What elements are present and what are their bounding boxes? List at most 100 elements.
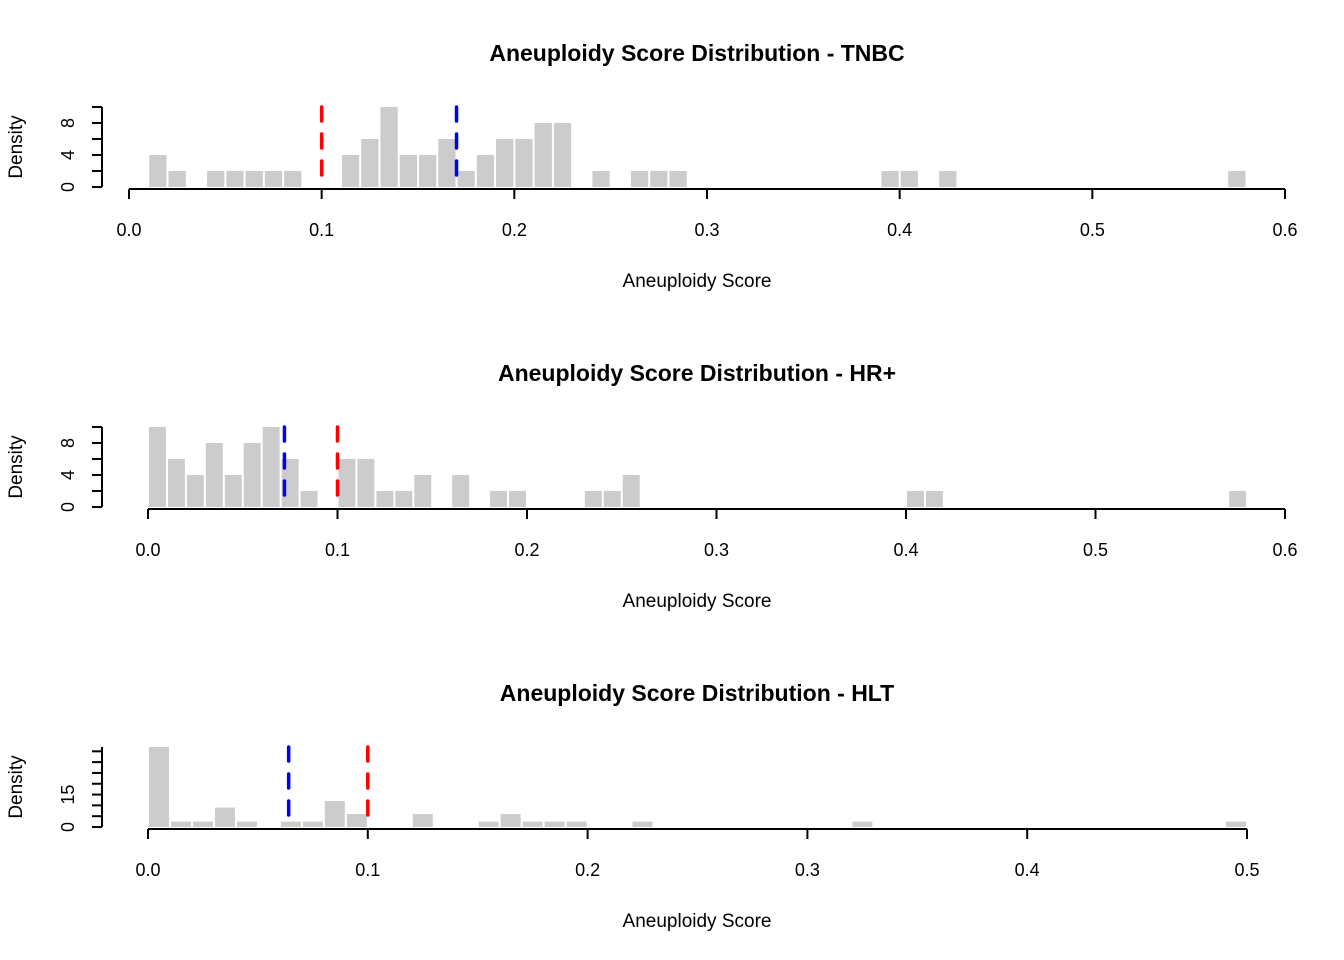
histogram-bar [476, 155, 495, 187]
histogram-bar [149, 427, 166, 507]
histogram-bar [534, 123, 552, 187]
histogram-bar [939, 171, 957, 187]
y-tick-label: 8 [58, 118, 78, 128]
histogram-bar [478, 821, 499, 827]
x-tick-label: 0.5 [1083, 540, 1108, 560]
histogram-bar [205, 443, 223, 507]
x-tick-label: 0.0 [135, 860, 160, 880]
histogram-bar [414, 475, 432, 507]
histogram-bar [324, 801, 345, 827]
histogram-bar [632, 821, 653, 827]
histogram-bar [1228, 171, 1246, 187]
chart-title: Aneuploidy Score Distribution - HLT [500, 680, 894, 706]
y-tick-label: 0 [58, 822, 78, 832]
panel-hr-plus: Aneuploidy Score Distribution - HR+ 0.0 0… [6, 360, 1298, 612]
histogram-bar [338, 459, 356, 507]
histogram-bar [399, 155, 417, 187]
y-axis-label: Density [6, 115, 27, 179]
histogram-bar [186, 475, 204, 507]
histogram-bar [566, 821, 587, 827]
histogram-bar [341, 155, 360, 187]
histogram-bar [302, 821, 323, 827]
histogram-bar [149, 155, 167, 187]
histogram-bar [544, 821, 565, 827]
histogram-bar [457, 171, 475, 187]
histogram-bar [515, 139, 533, 187]
x-axis-label: Aneuploidy Score [623, 591, 772, 612]
plot-area: 0.0 0.1 0.2 0.3 0.4 0.5 0.6 0 4 8 [58, 105, 1298, 240]
x-tick-label: 0.5 [1234, 860, 1259, 880]
histogram-bar [361, 139, 379, 187]
x-axis-label: Aneuploidy Score [623, 911, 772, 932]
x-tick-label: 0.3 [694, 220, 719, 240]
panel-tnbc: Aneuploidy Score Distribution - TNBC 0.0… [6, 40, 1298, 292]
histogram-bar [630, 171, 649, 187]
histogram-bar [500, 814, 521, 827]
histogram-bar [603, 491, 621, 507]
histogram-bar [346, 814, 367, 827]
x-tick-label: 0.3 [704, 540, 729, 560]
histogram-bar [264, 171, 283, 187]
histogram-bar [584, 491, 602, 507]
y-tick-label: 0 [58, 182, 78, 192]
histogram-bar [900, 171, 918, 187]
x-tick-label: 0.5 [1080, 220, 1105, 240]
plot-area: 0.0 0.1 0.2 0.3 0.4 0.5 0.6 0 4 8 [58, 425, 1298, 560]
histogram-bar [622, 475, 640, 507]
histogram-bar [284, 171, 302, 187]
histogram-bar [207, 171, 225, 187]
histogram-bar [236, 821, 257, 827]
y-tick-label: 15 [58, 785, 78, 805]
histogram-bar [419, 155, 437, 187]
y-tick-label: 8 [58, 438, 78, 448]
histogram-bar [669, 171, 687, 187]
histogram-bar [522, 821, 543, 827]
plot-area: 0.0 0.1 0.2 0.3 0.4 0.5 0 15 [58, 745, 1260, 880]
histogram-bar [300, 491, 318, 507]
x-tick-label: 0.1 [355, 860, 380, 880]
x-tick-label: 0.2 [514, 540, 539, 560]
histogram-bar [1226, 821, 1246, 827]
histogram-bar [496, 139, 514, 187]
histogram-bar [168, 171, 186, 187]
chart-title: Aneuploidy Score Distribution - TNBC [489, 40, 904, 66]
histogram-bar [852, 821, 873, 827]
histogram-bar [170, 821, 191, 827]
histogram-bar [592, 171, 610, 187]
histogram-bar [650, 171, 668, 187]
histogram-bar [149, 747, 169, 827]
y-tick-label: 4 [58, 470, 78, 480]
x-tick-label: 0.2 [502, 220, 527, 240]
x-tick-label: 0.1 [325, 540, 350, 560]
y-axis-label: Density [6, 435, 27, 499]
x-axis-label: Aneuploidy Score [623, 271, 772, 292]
chart-title: Aneuploidy Score Distribution - HR+ [498, 360, 896, 386]
histogram-bar [881, 171, 899, 187]
x-tick-label: 0.6 [1272, 220, 1297, 240]
histogram-bar [490, 491, 508, 507]
x-tick-label: 0.4 [1015, 860, 1040, 880]
histogram-bar [907, 491, 924, 507]
histogram-bar [280, 821, 301, 827]
histogram-bar [509, 491, 526, 507]
y-tick-label: 4 [58, 150, 78, 160]
histogram-bar [262, 427, 280, 507]
x-tick-label: 0.1 [309, 220, 334, 240]
y-tick-label: 0 [58, 502, 78, 512]
x-tick-label: 0.6 [1272, 540, 1297, 560]
histogram-bar [452, 475, 470, 507]
histogram-bar [226, 171, 244, 187]
histogram-bar [925, 491, 943, 507]
histogram-bar [376, 491, 394, 507]
x-tick-label: 0.4 [887, 220, 912, 240]
histogram-bar [1229, 491, 1247, 507]
histogram-bar [395, 491, 413, 507]
histogram-bar [243, 443, 261, 507]
x-tick-label: 0.0 [135, 540, 160, 560]
x-tick-label: 0.4 [893, 540, 918, 560]
panel-hlt: Aneuploidy Score Distribution - HLT 0.0 0… [6, 680, 1260, 932]
histogram-bar [214, 807, 235, 827]
histogram-bar [245, 171, 263, 187]
histogram-bar [412, 814, 433, 827]
